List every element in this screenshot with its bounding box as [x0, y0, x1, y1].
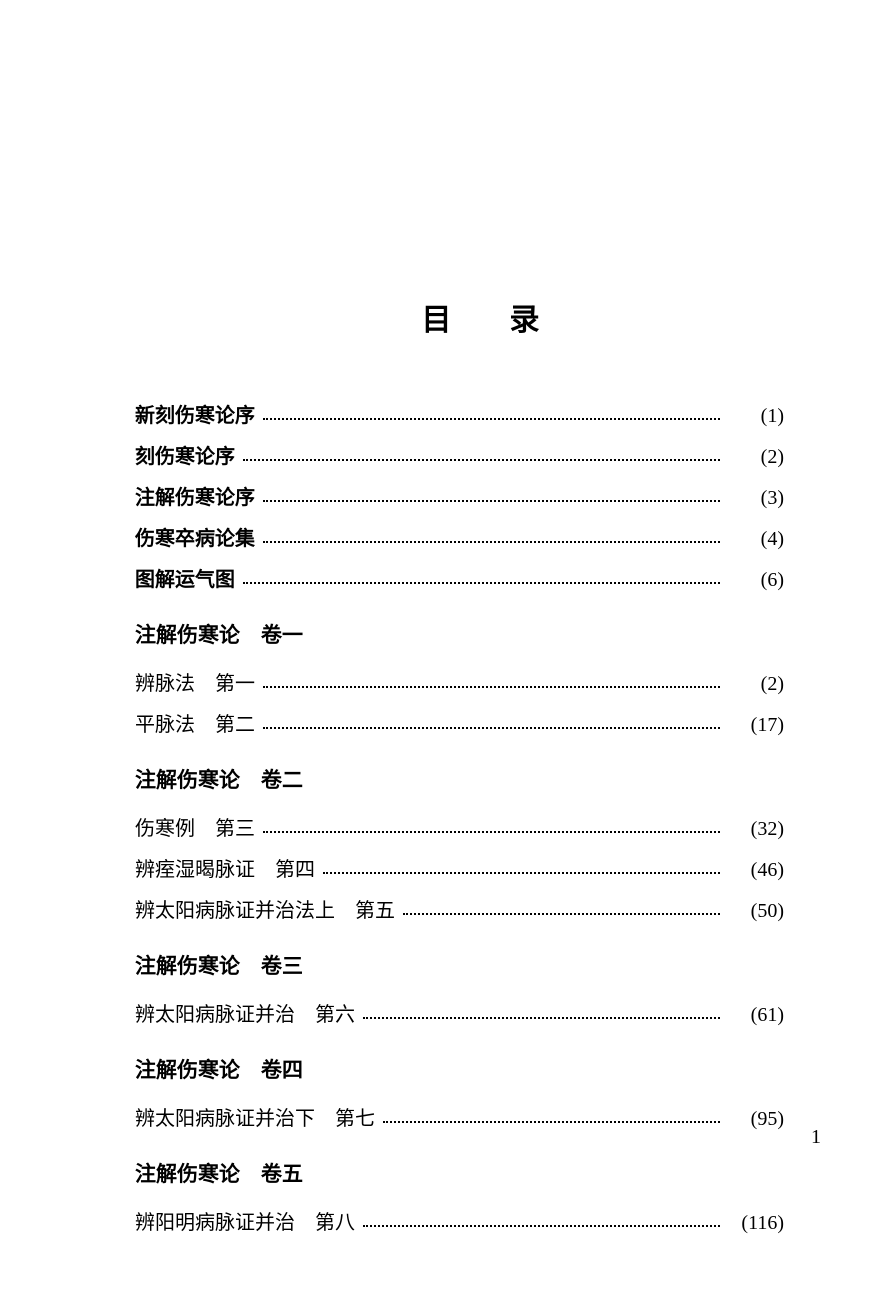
toc-entry-label: 图解运气图: [135, 565, 235, 595]
toc-entry-page: (61): [726, 1000, 784, 1030]
toc-entry-label: 刻伤寒论序: [135, 442, 235, 472]
toc-entry-label: 伤寒卒病论集: [135, 524, 255, 554]
toc-dots: [243, 582, 720, 584]
toc-dots: [363, 1225, 720, 1227]
document-title: 目录: [135, 295, 784, 339]
toc-entry-page: (4): [726, 524, 784, 554]
toc-entry-page: (2): [726, 669, 784, 699]
toc-entry-page: (50): [726, 896, 784, 926]
toc-entry-label: 伤寒例 第三: [135, 814, 255, 844]
toc-entry: 辨痓湿暍脉证 第四 (46): [135, 855, 784, 885]
toc-dots: [243, 459, 720, 461]
toc-dots: [263, 418, 720, 420]
toc-entry: 伤寒例 第三 (32): [135, 814, 784, 844]
toc-dots: [263, 686, 720, 688]
toc-entry-label: 辨太阳病脉证并治 第六: [135, 1000, 355, 1030]
toc-dots: [263, 727, 720, 729]
toc-dots: [403, 913, 720, 915]
toc-entry: 辨太阳病脉证并治下 第七 (95): [135, 1104, 784, 1134]
toc-entry-label: 辨太阳病脉证并治法上 第五: [135, 896, 395, 926]
table-of-contents: 新刻伤寒论序 (1) 刻伤寒论序 (2) 注解伤寒论序 (3) 伤寒卒病论集 (4) 图解运气图…: [135, 401, 784, 1238]
toc-entry: 辨脉法 第一 (2): [135, 669, 784, 699]
toc-entry-page: (32): [726, 814, 784, 844]
toc-entry: 辨太阳病脉证并治 第六 (61): [135, 1000, 784, 1030]
section-heading: 注解伤寒论 卷一: [135, 619, 784, 649]
toc-entry: 注解伤寒论序 (3): [135, 483, 784, 513]
toc-entry-page: (116): [726, 1208, 784, 1238]
toc-dots: [263, 541, 720, 543]
toc-dots: [263, 500, 720, 502]
section-heading: 注解伤寒论 卷三: [135, 950, 784, 980]
toc-entry-label: 辨脉法 第一: [135, 669, 255, 699]
toc-entry-label: 注解伤寒论序: [135, 483, 255, 513]
toc-entry-page: (95): [726, 1104, 784, 1134]
toc-entry: 图解运气图 (6): [135, 565, 784, 595]
toc-entry-label: 辨痓湿暍脉证 第四: [135, 855, 315, 885]
page-container: 目录 新刻伤寒论序 (1) 刻伤寒论序 (2) 注解伤寒论序 (3) 伤寒卒病论集 (4) 图解…: [0, 0, 879, 1238]
toc-entry: 伤寒卒病论集 (4): [135, 524, 784, 554]
toc-entry-label: 辨阳明病脉证并治 第八: [135, 1208, 355, 1238]
toc-dots: [383, 1121, 720, 1123]
toc-entry-page: (2): [726, 442, 784, 472]
page-number: 1: [811, 1126, 821, 1149]
toc-entry: 辨阳明病脉证并治 第八 (116): [135, 1208, 784, 1238]
toc-dots: [363, 1017, 720, 1019]
toc-entry-label: 新刻伤寒论序: [135, 401, 255, 431]
toc-dots: [323, 872, 720, 874]
toc-entry-page: (17): [726, 710, 784, 740]
toc-entry-label: 辨太阳病脉证并治下 第七: [135, 1104, 375, 1134]
toc-entry-page: (6): [726, 565, 784, 595]
toc-entry-label: 平脉法 第二: [135, 710, 255, 740]
toc-entry: 辨太阳病脉证并治法上 第五 (50): [135, 896, 784, 926]
toc-entry-page: (46): [726, 855, 784, 885]
toc-entry: 平脉法 第二 (17): [135, 710, 784, 740]
toc-entry-page: (3): [726, 483, 784, 513]
section-heading: 注解伤寒论 卷五: [135, 1158, 784, 1188]
section-heading: 注解伤寒论 卷四: [135, 1054, 784, 1084]
toc-entry: 新刻伤寒论序 (1): [135, 401, 784, 431]
section-heading: 注解伤寒论 卷二: [135, 764, 784, 794]
toc-entry-page: (1): [726, 401, 784, 431]
toc-dots: [263, 831, 720, 833]
toc-entry: 刻伤寒论序 (2): [135, 442, 784, 472]
